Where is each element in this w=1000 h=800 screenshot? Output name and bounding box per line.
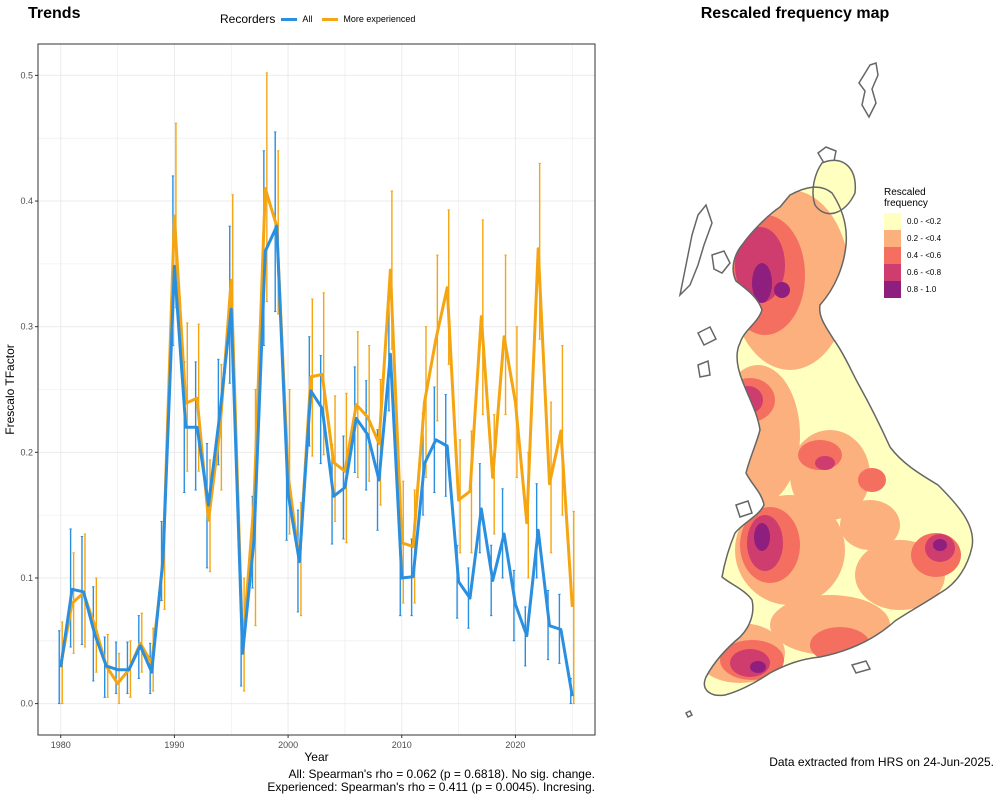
- series-legend: Recorders All More experienced: [220, 12, 423, 26]
- x-tick-label: 2010: [392, 740, 412, 750]
- map-legend-label-0: 0.0 - <0.2: [907, 217, 942, 226]
- legend-label-all: All: [302, 14, 313, 24]
- map-frequency-fill: [704, 160, 973, 696]
- map-legend-title-line1: Rescaled: [884, 187, 926, 198]
- map-outline-mainland: [703, 159, 974, 697]
- map-legend-label-4: 0.8 - 1.0: [907, 285, 937, 294]
- stats-all: All: Spearman's rho = 0.062 (p = 0.6818)…: [288, 767, 595, 781]
- plot-panel-border: [37, 43, 596, 736]
- x-tick-label: 1980: [51, 740, 71, 750]
- map-island-skye: [711, 250, 731, 274]
- legend-label-more-experienced: More experienced: [343, 14, 416, 24]
- map-legend-title: Rescaled frequency: [884, 187, 941, 209]
- map-legend-label-2: 0.4 - <0.6: [907, 251, 942, 260]
- map-legend-swatch-4: [884, 281, 901, 298]
- series-line-more-experienced: [59, 187, 574, 685]
- x-axis-title: Year: [304, 750, 328, 764]
- map-legend-title-line2: frequency: [884, 198, 928, 209]
- map-legend-label-1: 0.2 - <0.4: [907, 234, 942, 243]
- data-credit: Data extracted from HRS on 24-Jun-2025.: [769, 755, 994, 769]
- legend-key-more-experienced: [322, 17, 339, 21]
- map-legend-row: 0.2 - <0.4: [884, 230, 941, 247]
- map-legend-swatch-0: [884, 213, 901, 230]
- map-legend: Rescaled frequency 0.0 - <0.2 0.2 - <0.4…: [884, 187, 941, 298]
- y-axis-title: Frescalo TFactor: [3, 344, 17, 434]
- legend-key-all: [281, 17, 298, 21]
- map-bin-0-8-1-0: [750, 263, 947, 673]
- map-island-shetland: [858, 62, 879, 119]
- x-tick-label: 2020: [505, 740, 525, 750]
- map-legend-row: 0.4 - <0.6: [884, 247, 941, 264]
- chart-axes: 0.0 0.1 0.2 0.3 0.4 0.5 1980 1990 2000 2010 2020 Ye…: [3, 70, 525, 764]
- map-panel-title: Rescaled frequency map: [700, 5, 890, 22]
- stats-experienced: Experienced: Spearman's rho = 0.411 (p =…: [267, 780, 595, 794]
- x-tick-label: 1990: [164, 740, 184, 750]
- y-tick-label: 0.0: [20, 699, 33, 709]
- map-island-orkney: [817, 146, 837, 164]
- map-legend-swatch-1: [884, 230, 901, 247]
- trends-panel-title: Trends: [28, 5, 81, 22]
- map-island-anglesey: [735, 500, 753, 518]
- map-island-mull: [696, 325, 718, 347]
- y-tick-label: 0.2: [20, 447, 33, 457]
- map-legend-row: 0.8 - 1.0: [884, 281, 941, 298]
- map-legend-row: 0.6 - <0.8: [884, 264, 941, 281]
- map-legend-row: 0.0 - <0.2: [884, 213, 941, 230]
- y-tick-label: 0.4: [20, 196, 33, 206]
- x-tick-label: 2000: [278, 740, 298, 750]
- uk-frequency-map: [678, 62, 974, 719]
- y-tick-label: 0.3: [20, 322, 33, 332]
- chart-series-layer: [58, 72, 575, 705]
- map-island-wight: [850, 660, 872, 674]
- map-legend-swatch-2: [884, 247, 901, 264]
- map-island-outer-hebrides: [678, 203, 713, 298]
- series-line-all: [59, 224, 574, 697]
- trend-statistics: All: Spearman's rho = 0.062 (p = 0.6818)…: [200, 768, 595, 794]
- legend-title: Recorders: [220, 12, 276, 26]
- y-tick-label: 0.1: [20, 573, 33, 583]
- map-legend-swatch-3: [884, 264, 901, 281]
- map-island-scilly: [684, 709, 694, 719]
- y-tick-label: 0.5: [20, 70, 33, 80]
- map-legend-label-3: 0.6 - <0.8: [907, 268, 942, 277]
- chart-gridlines: [38, 44, 595, 735]
- map-island-islay: [697, 359, 711, 378]
- map-outline-island-group: [678, 62, 879, 719]
